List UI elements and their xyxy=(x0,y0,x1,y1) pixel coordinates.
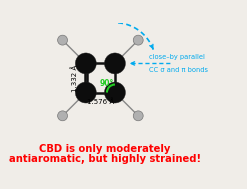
Text: close–by parallel: close–by parallel xyxy=(149,54,205,60)
Circle shape xyxy=(75,82,96,103)
Text: 90°: 90° xyxy=(100,79,114,88)
Text: CBD is only moderately: CBD is only moderately xyxy=(39,144,170,154)
Circle shape xyxy=(104,53,125,74)
Text: 1.576 Å: 1.576 Å xyxy=(87,99,114,105)
Circle shape xyxy=(58,35,67,45)
Circle shape xyxy=(133,35,143,45)
Circle shape xyxy=(133,111,143,121)
Circle shape xyxy=(104,82,125,103)
Circle shape xyxy=(75,53,96,74)
Text: CC σ and π bonds: CC σ and π bonds xyxy=(149,67,208,73)
Text: 1.332 Å: 1.332 Å xyxy=(72,64,78,92)
Circle shape xyxy=(58,111,67,121)
Text: antiaromatic, but highly strained!: antiaromatic, but highly strained! xyxy=(9,154,201,164)
